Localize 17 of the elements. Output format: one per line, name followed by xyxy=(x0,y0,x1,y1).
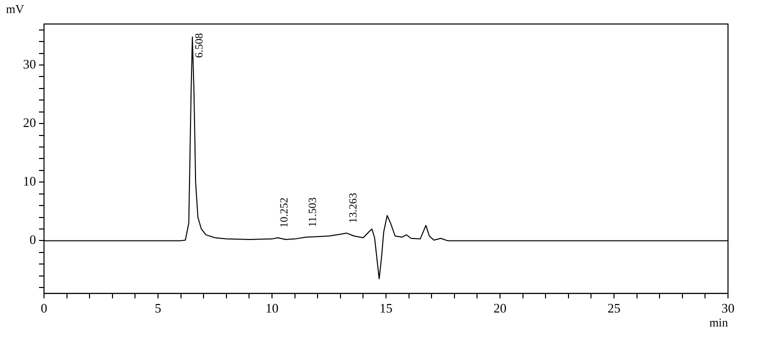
annotation: 6.508 xyxy=(193,32,206,58)
annotation: 10.252 xyxy=(278,198,291,228)
y-axis-title: mV xyxy=(6,2,24,16)
y-tick-label: 0 xyxy=(30,232,36,248)
x-tick-label: 30 xyxy=(722,300,734,316)
x-tick-label: 15 xyxy=(380,300,392,316)
x-tick-label: 25 xyxy=(608,300,620,316)
annotation: 13.263 xyxy=(347,192,360,224)
y-tick-label: 30 xyxy=(23,56,36,72)
x-tick-label: 0 xyxy=(40,300,48,316)
x-tick-label: 10 xyxy=(266,300,278,316)
y-tick-label: 20 xyxy=(23,114,36,130)
y-tick-label: 10 xyxy=(23,174,36,189)
x-axis-title: min xyxy=(709,316,728,330)
x-tick-label: 20 xyxy=(494,300,506,316)
annotation: 11.503 xyxy=(307,196,320,228)
x-tick-label: 5 xyxy=(154,300,162,316)
